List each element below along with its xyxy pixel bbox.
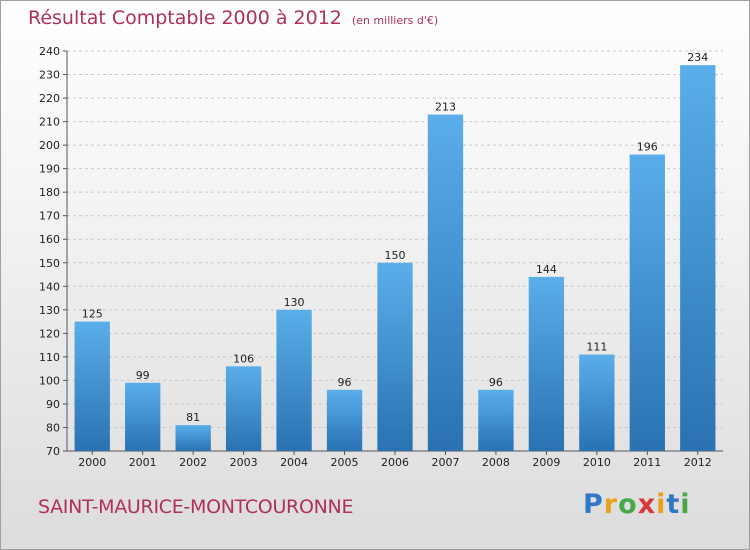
bar-value-label: 81 [186,411,200,424]
bar-value-label: 106 [233,352,254,365]
x-tick-label: 2006 [381,456,409,469]
bar-value-label: 99 [136,369,150,382]
chart-subtitle: (en milliers d'€) [351,14,439,27]
x-tick-label: 2002 [179,456,207,469]
x-tick-label: 2011 [633,456,661,469]
x-tick-label: 2005 [331,456,359,469]
bar [276,309,312,451]
commune-name: SAINT-MAURICE-MONTCOURONNE [38,496,354,518]
bar-value-label: 196 [637,141,658,154]
bar-value-label: 150 [385,249,406,262]
brand-logo-letter: i [680,489,691,520]
y-tick-label: 150 [39,257,60,270]
bar [326,389,363,451]
y-tick-label: 120 [39,327,60,340]
y-tick-label: 200 [39,139,60,152]
y-tick-label: 80 [46,421,60,434]
labels: 7080901001101201301401501601701801902002… [39,45,712,469]
bar [125,382,161,451]
bar [528,276,565,451]
y-tick-label: 160 [39,233,60,246]
bar-value-label: 144 [536,263,557,276]
y-tick-label: 220 [39,92,60,105]
y-tick-label: 230 [39,69,60,82]
y-tick-label: 180 [39,186,60,199]
bar [478,389,514,451]
brand-logo-letter: o [618,489,638,520]
bar [427,114,464,451]
bar-value-label: 96 [338,376,352,389]
y-tick-label: 90 [46,398,60,411]
x-tick-label: 2003 [230,456,258,469]
bar [74,321,110,451]
bar-value-label: 213 [435,101,456,114]
chart-title: Résultat Comptable 2000 à 2012 [28,7,342,29]
y-tick-label: 130 [39,304,60,317]
bars [74,65,716,451]
brand-logo: Proxiti [583,489,691,520]
x-tick-label: 2007 [431,456,459,469]
bar [175,425,211,451]
y-tick-label: 190 [39,163,60,176]
y-tick-label: 170 [39,210,60,223]
brand-logo-letter: r [603,489,619,520]
x-tick-label: 2009 [532,456,560,469]
bar [680,65,716,451]
x-tick-label: 2012 [684,456,712,469]
x-tick-label: 2001 [129,456,157,469]
y-tick-label: 210 [39,116,60,129]
x-tick-label: 2004 [280,456,308,469]
bar [377,262,413,451]
bar [225,366,262,451]
bar [629,154,665,451]
brand-logo-letter: t [666,489,681,520]
brand-logo-letter: P [583,489,604,520]
bar-value-label: 234 [687,51,708,64]
bar-value-label: 96 [489,376,503,389]
brand-logo-letter: x [637,489,657,520]
x-tick-label: 2010 [583,456,611,469]
x-tick-label: 2000 [78,456,106,469]
y-tick-label: 240 [39,45,60,58]
brand-logo-letter: i [656,489,667,520]
y-tick-label: 140 [39,280,60,293]
bar-value-label: 130 [284,296,305,309]
y-tick-label: 110 [39,351,60,364]
title-row: Résultat Comptable 2000 à 2012 (en millie… [28,7,438,29]
y-tick-label: 70 [46,445,60,458]
bar-value-label: 111 [586,341,607,354]
bar [579,354,615,451]
x-tick-label: 2008 [482,456,510,469]
y-tick-label: 100 [39,374,60,387]
bar-value-label: 125 [82,308,103,321]
